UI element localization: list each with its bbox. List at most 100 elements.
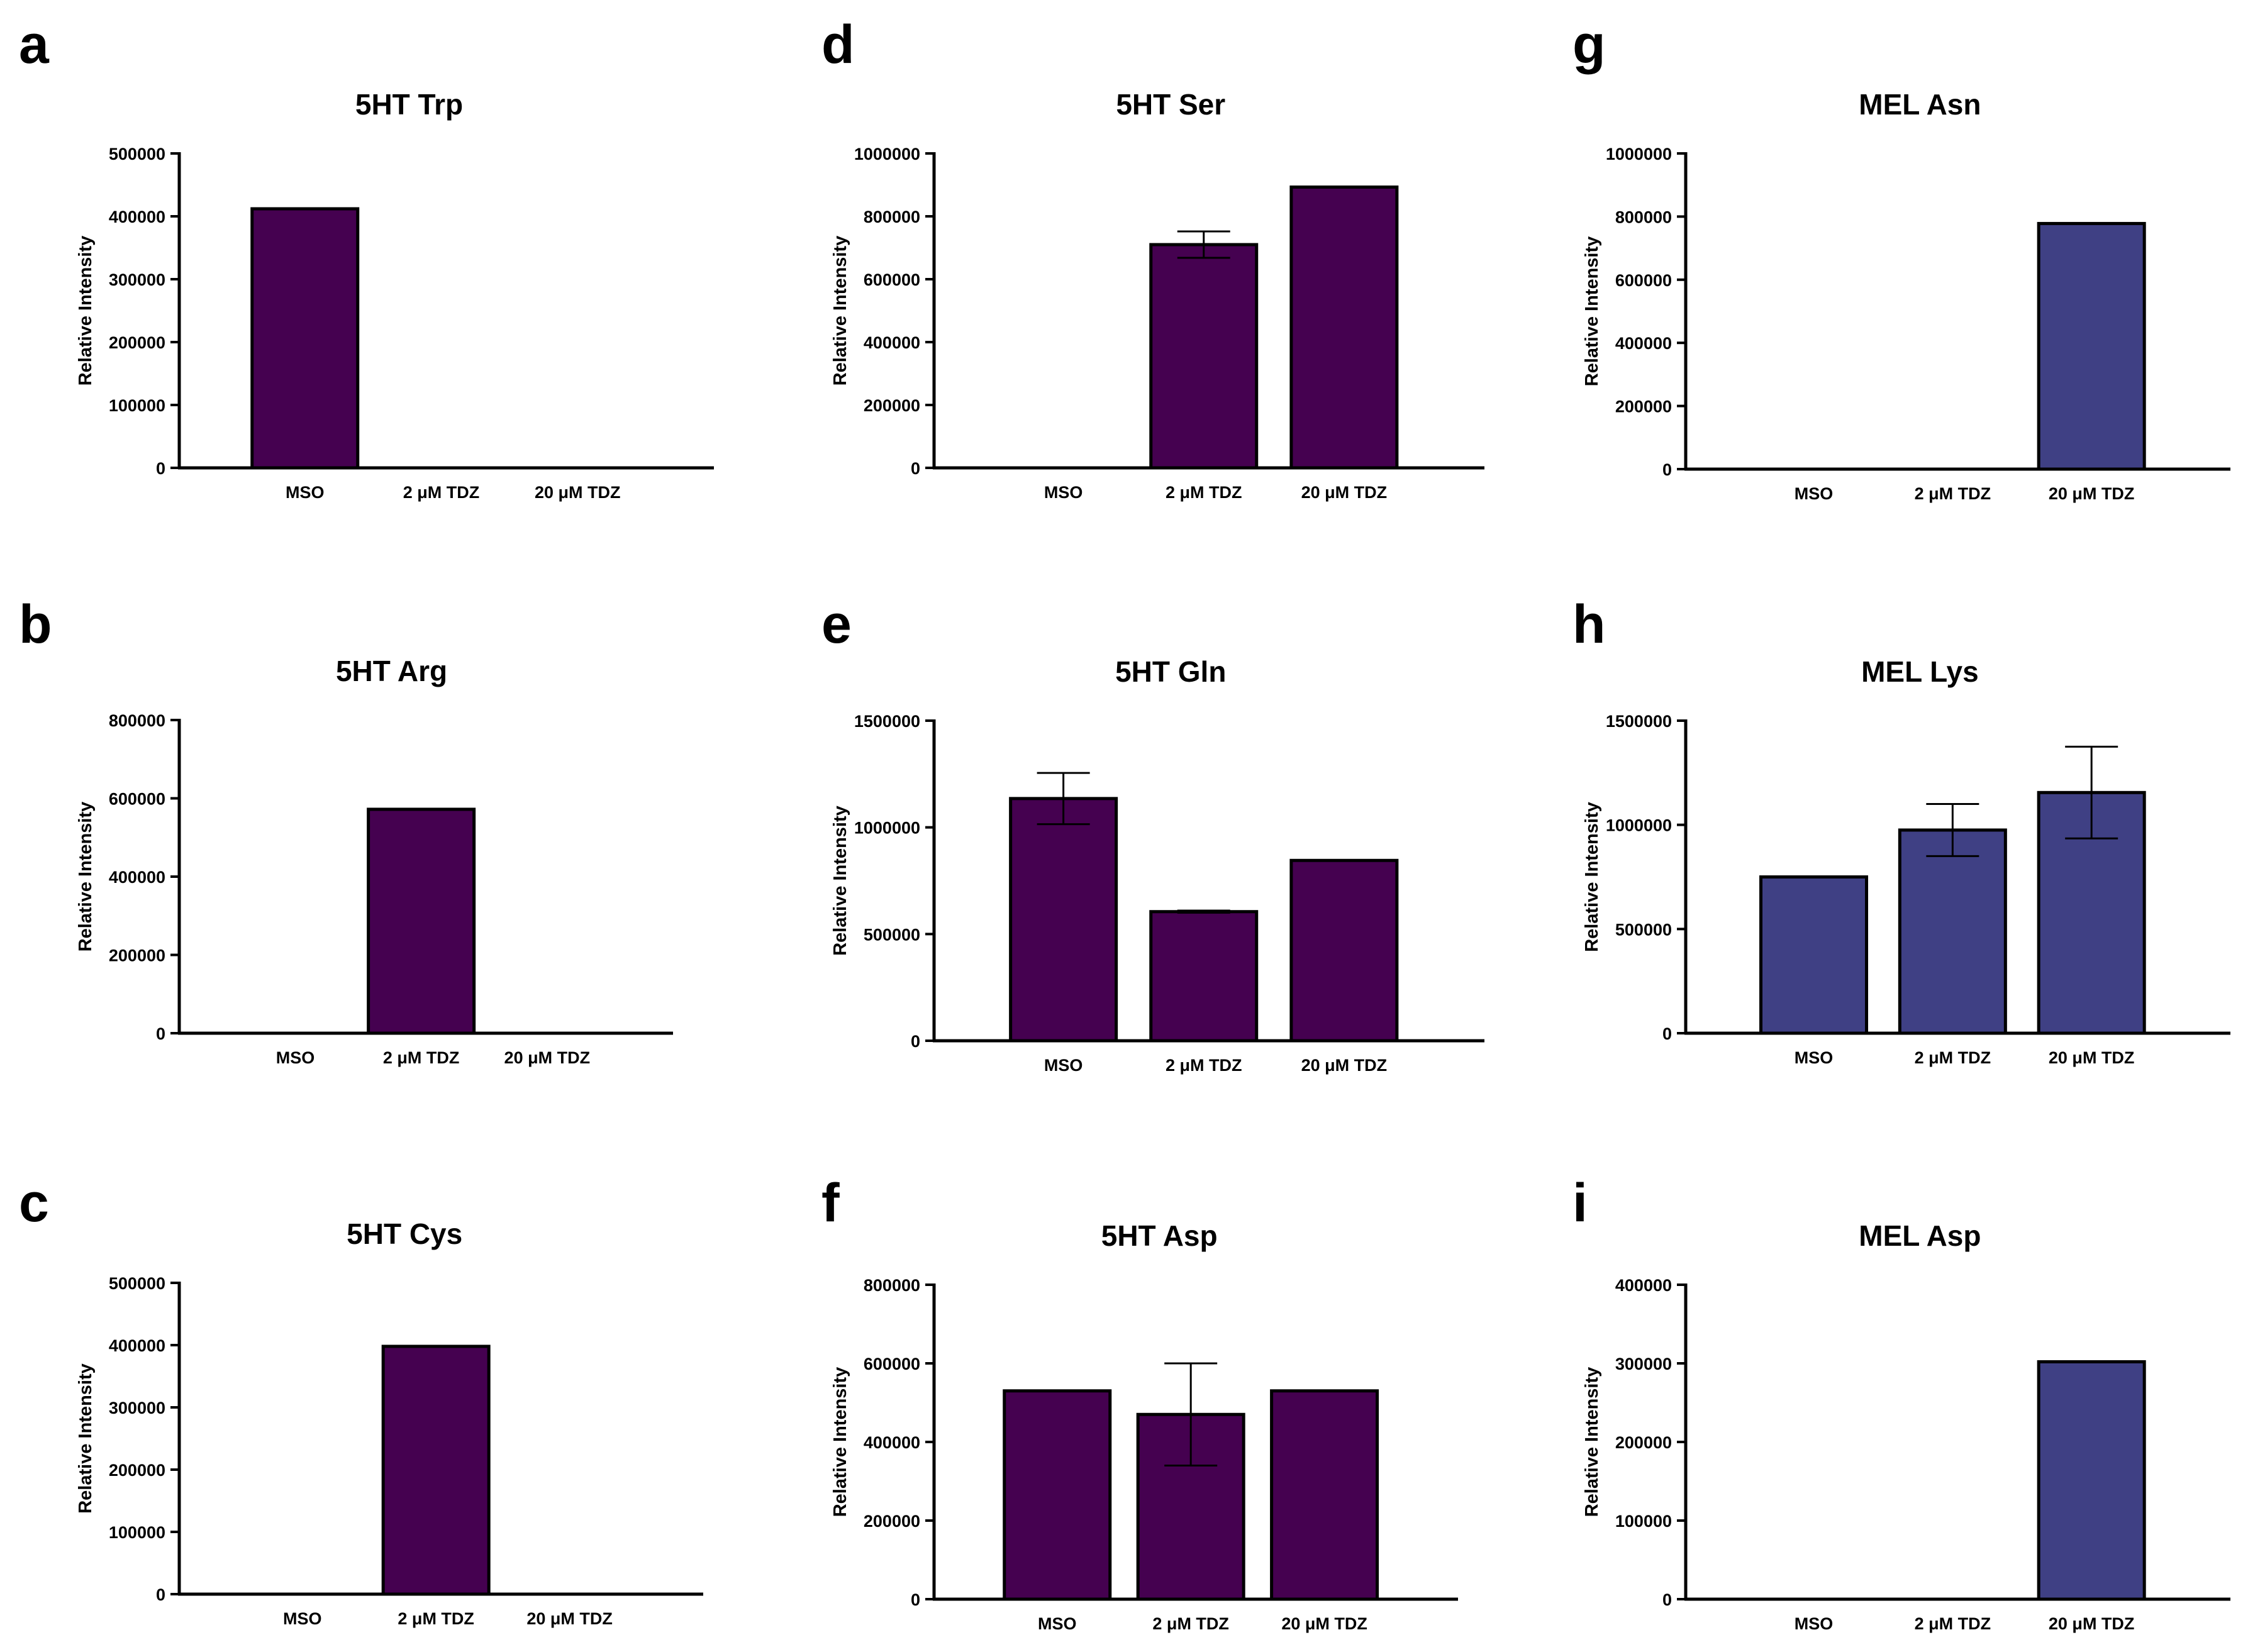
chart-title: 5HT Arg	[336, 655, 447, 687]
chart-title: MEL Lys	[1861, 655, 1979, 688]
x-tick-label: MSO	[276, 1048, 315, 1067]
y-axis-label: Relative Intensity	[1582, 1367, 1602, 1517]
chart-title: MEL Asn	[1859, 88, 1981, 121]
y-tick-label: 800000	[109, 711, 165, 730]
y-tick-label: 0	[1662, 460, 1672, 479]
x-tick-label: 20 μM TDZ	[2049, 1048, 2135, 1067]
y-axis-label: Relative Intensity	[1582, 236, 1602, 387]
y-tick-label: 500000	[109, 145, 165, 164]
x-tick-label: 2 μM TDZ	[398, 1609, 474, 1628]
y-tick-label: 200000	[109, 1461, 165, 1480]
bar	[1759, 875, 1869, 1035]
y-tick-label: 400000	[864, 1433, 920, 1452]
x-tick-label: MSO	[1038, 1614, 1077, 1633]
y-tick-label: 0	[156, 1585, 165, 1604]
y-tick-label: 200000	[1615, 1433, 1672, 1452]
y-tick-label: 200000	[1615, 397, 1672, 416]
y-tick-label: 0	[1662, 1024, 1672, 1043]
chart-panel-a: a 5HT Trp Relative Intensity MSO 2 μM TDZ 20 …	[19, 14, 714, 502]
panel-letter: b	[19, 594, 52, 655]
y-tick-label: 500000	[864, 925, 920, 944]
x-tick-label: 20 μM TDZ	[1301, 483, 1388, 502]
bar	[1149, 910, 1259, 1043]
bar	[2037, 1360, 2146, 1601]
y-tick-label: 600000	[109, 790, 165, 809]
y-tick-label: 0	[1662, 1590, 1672, 1609]
y-tick-label: 100000	[109, 396, 165, 415]
y-tick-label: 1000000	[854, 145, 920, 164]
y-tick-label: 400000	[109, 208, 165, 226]
panel-letter: d	[821, 14, 855, 75]
x-tick-label: MSO	[1044, 1056, 1083, 1075]
y-tick-label: 200000	[864, 396, 920, 415]
y-tick-label: 0	[156, 459, 165, 478]
y-tick-label: 100000	[109, 1523, 165, 1542]
y-axis-label: Relative Intensity	[75, 802, 96, 952]
chart-panel-b: b 5HT Arg Relative Intensity MSO 2 μM TDZ 20 …	[19, 594, 673, 1067]
y-tick-label: 0	[911, 459, 920, 478]
chart-title: 5HT Cys	[347, 1217, 462, 1250]
chart-panel-g: g MEL Asn Relative Intensity MSO 2 μM TDZ 20 …	[1572, 14, 2230, 503]
x-tick-label: 20 μM TDZ	[2049, 484, 2135, 503]
x-tick-label: MSO	[286, 483, 325, 502]
bar	[1898, 828, 2007, 1035]
x-tick-label: 2 μM TDZ	[383, 1048, 460, 1067]
panel-letter: g	[1572, 14, 1606, 75]
y-axis-label: Relative Intensity	[75, 236, 96, 386]
chart-panel-d: d 5HT Ser Relative Intensity MSO 2 μM TDZ 20 …	[821, 14, 1484, 502]
y-tick-label: 0	[911, 1590, 920, 1609]
y-tick-label: 500000	[109, 1274, 165, 1293]
x-tick-label: 2 μM TDZ	[1166, 1056, 1242, 1075]
y-tick-label: 1000000	[854, 819, 920, 838]
y-tick-label: 200000	[109, 946, 165, 965]
y-tick-label: 1000000	[1606, 145, 1672, 164]
x-tick-label: 20 μM TDZ	[1301, 1056, 1388, 1075]
y-tick-label: 300000	[109, 270, 165, 289]
x-tick-label: 2 μM TDZ	[1915, 1614, 1991, 1633]
y-axis-label: Relative Intensity	[75, 1363, 96, 1514]
y-tick-label: 300000	[1615, 1355, 1672, 1373]
x-tick-label: MSO	[1044, 483, 1083, 502]
y-tick-label: 600000	[1615, 271, 1672, 290]
y-axis-label: Relative Intensity	[830, 806, 850, 956]
chart-panel-i: i MEL Asp Relative Intensity MSO 2 μM TDZ 20 …	[1572, 1173, 2230, 1633]
y-tick-label: 500000	[1615, 920, 1672, 939]
x-tick-label: 20 μM TDZ	[526, 1609, 613, 1628]
y-tick-label: 100000	[1615, 1512, 1672, 1531]
bar	[1009, 797, 1118, 1043]
y-tick-label: 800000	[864, 208, 920, 226]
y-tick-label: 400000	[109, 868, 165, 887]
x-tick-label: 2 μM TDZ	[403, 483, 480, 502]
x-tick-label: 20 μM TDZ	[1281, 1614, 1367, 1633]
y-tick-label: 1500000	[1606, 712, 1672, 731]
bar	[1003, 1389, 1112, 1601]
chart-title: 5HT Trp	[355, 88, 463, 121]
y-tick-label: 200000	[864, 1512, 920, 1531]
panel-letter: c	[19, 1173, 49, 1233]
y-tick-label: 1000000	[1606, 816, 1672, 835]
y-axis-label: Relative Intensity	[830, 236, 850, 386]
chart-title: 5HT Gln	[1115, 655, 1226, 688]
x-tick-label: 20 μM TDZ	[2049, 1614, 2135, 1633]
x-tick-label: MSO	[1795, 1048, 1834, 1067]
y-tick-label: 800000	[1615, 208, 1672, 226]
y-tick-label: 400000	[1615, 1276, 1672, 1295]
bar	[250, 207, 360, 470]
x-tick-label: 2 μM TDZ	[1152, 1614, 1229, 1633]
chart-title: MEL Asp	[1859, 1219, 1981, 1252]
y-tick-label: 600000	[864, 1355, 920, 1373]
chart-panel-c: c 5HT Cys Relative Intensity MSO 2 μM TDZ 20 …	[19, 1173, 703, 1628]
bar	[1289, 858, 1399, 1043]
x-tick-label: MSO	[1795, 484, 1834, 503]
y-tick-label: 1500000	[854, 712, 920, 731]
bar	[381, 1344, 491, 1596]
y-tick-label: 200000	[109, 333, 165, 352]
x-tick-label: 20 μM TDZ	[535, 483, 621, 502]
y-tick-label: 400000	[1615, 334, 1672, 353]
y-tick-label: 0	[156, 1024, 165, 1043]
x-tick-label: 2 μM TDZ	[1915, 1048, 1991, 1067]
panel-letter: e	[821, 594, 852, 655]
chart-panel-h: h MEL Lys Relative Intensity MSO 2 μM TDZ 20 …	[1572, 594, 2230, 1067]
y-tick-label: 400000	[109, 1336, 165, 1355]
